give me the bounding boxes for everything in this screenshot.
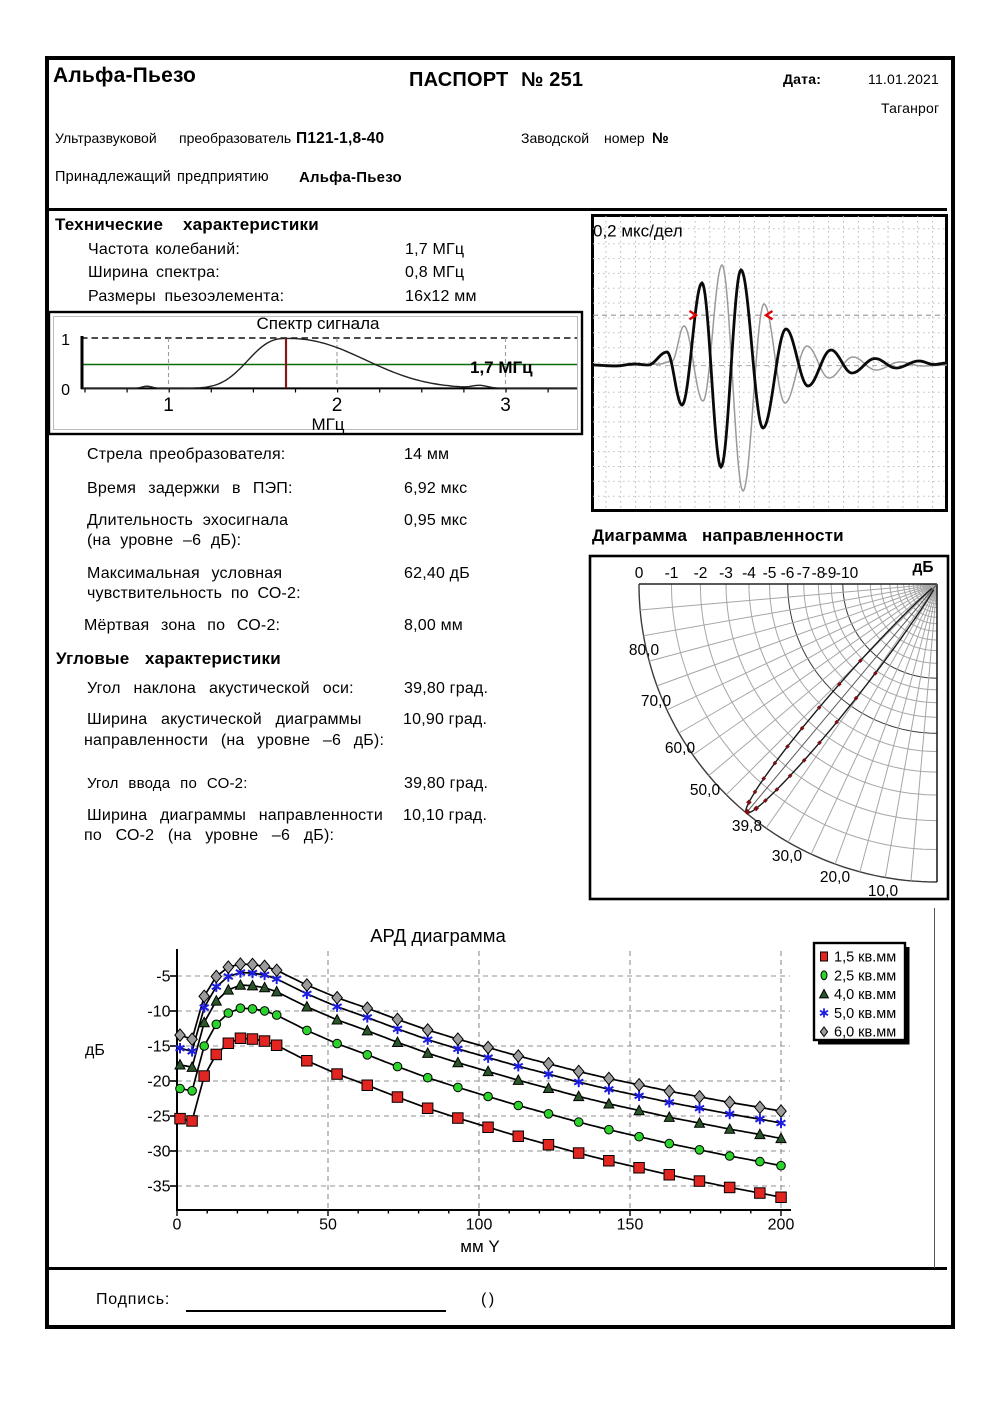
svg-text:-10: -10 <box>836 565 859 582</box>
svg-text:-7: -7 <box>797 565 811 582</box>
svg-text:-9: -9 <box>823 565 837 582</box>
svg-text:20,0: 20,0 <box>820 869 851 886</box>
svg-text:-20: -20 <box>147 1074 170 1091</box>
svg-text:-35: -35 <box>147 1179 170 1196</box>
svg-text:-15: -15 <box>147 1039 170 1056</box>
svg-text:0: 0 <box>61 382 70 399</box>
svg-text:-10: -10 <box>147 1004 170 1021</box>
svg-text:70,0: 70,0 <box>641 693 672 710</box>
svg-text:1: 1 <box>61 332 70 349</box>
svg-text:60,0: 60,0 <box>665 740 696 757</box>
svg-text:-30: -30 <box>147 1144 170 1161</box>
svg-text:2,5 кв.мм: 2,5 кв.мм <box>834 968 896 984</box>
svg-text:0: 0 <box>173 1217 182 1234</box>
svg-text:1,7 МГц: 1,7 МГц <box>470 358 533 377</box>
svg-text:39,8: 39,8 <box>732 818 762 835</box>
svg-text:30,0: 30,0 <box>772 848 803 865</box>
svg-text:3: 3 <box>500 395 511 416</box>
svg-text:-25: -25 <box>147 1109 170 1126</box>
svg-text:-4: -4 <box>742 565 756 582</box>
svg-text:-5: -5 <box>763 565 777 582</box>
svg-text:2: 2 <box>332 395 343 416</box>
svg-text:-8: -8 <box>812 565 826 582</box>
svg-text:150: 150 <box>617 1217 644 1234</box>
svg-text:мм Y: мм Y <box>460 1237 499 1256</box>
svg-text:-2: -2 <box>694 565 708 582</box>
svg-text:80,0: 80,0 <box>629 642 660 659</box>
svg-text:50: 50 <box>319 1217 337 1234</box>
svg-text:0,2 мкс/дел: 0,2 мкс/дел <box>593 222 683 241</box>
svg-text:АРД диаграмма: АРД диаграмма <box>370 925 506 946</box>
svg-text:200: 200 <box>768 1217 795 1234</box>
svg-text:дБ: дБ <box>913 559 934 576</box>
svg-text:-1: -1 <box>665 565 679 582</box>
svg-text:-3: -3 <box>719 565 733 582</box>
svg-text:-5: -5 <box>156 969 170 986</box>
svg-text:1: 1 <box>163 395 174 416</box>
svg-text:МГц: МГц <box>311 415 344 434</box>
svg-text:6,0 кв.мм: 6,0 кв.мм <box>834 1025 896 1041</box>
svg-text:-6: -6 <box>781 565 795 582</box>
svg-text:10,0: 10,0 <box>868 883 899 900</box>
svg-text:1,5 кв.мм: 1,5 кв.мм <box>834 950 896 966</box>
svg-text:Спектр сигнала: Спектр сигнала <box>257 314 380 333</box>
svg-text:100: 100 <box>466 1217 493 1234</box>
svg-text:4,0 кв.мм: 4,0 кв.мм <box>834 987 896 1003</box>
svg-text:50,0: 50,0 <box>690 782 721 799</box>
svg-text:5,0 кв.мм: 5,0 кв.мм <box>834 1006 896 1022</box>
svg-text:дБ: дБ <box>85 1042 105 1059</box>
svg-text:0: 0 <box>635 565 644 582</box>
